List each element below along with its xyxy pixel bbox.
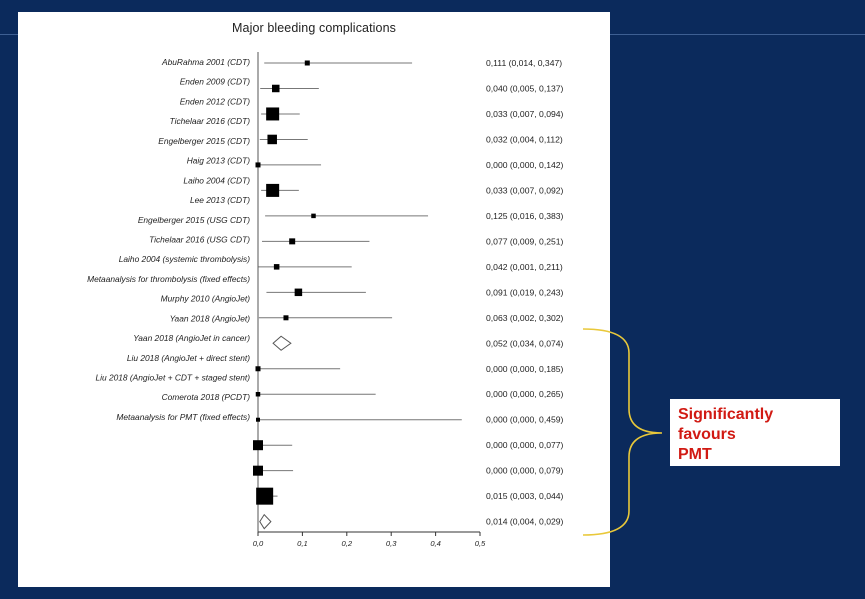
- x-tick-label: 0,1: [297, 539, 308, 548]
- study-label: Yaan 2018 (AngioJet in cancer): [133, 333, 250, 343]
- study-label: Yaan 2018 (AngioJet): [170, 313, 251, 323]
- study-label: Tichelaar 2016 (USG CDT): [149, 234, 250, 244]
- study-label: Lee 2013 (CDT): [190, 195, 250, 205]
- estimate-value-text: 0,014 (0,004, 0,029): [486, 517, 564, 527]
- estimate-value-text: 0,125 (0,016, 0,383): [486, 211, 564, 221]
- estimate-marker: [273, 264, 280, 270]
- x-tick-label: 0,4: [430, 539, 441, 548]
- study-label: Laiho 2004 (systemic thrombolysis): [119, 254, 250, 264]
- x-tick-label: 0,3: [386, 539, 397, 548]
- estimate-marker: [255, 391, 261, 397]
- estimate-value-text: 0,033 (0,007, 0,094): [486, 109, 564, 119]
- x-tick-label: 0,2: [342, 539, 353, 548]
- estimate-marker: [266, 107, 280, 121]
- estimate-marker: [256, 487, 274, 505]
- estimate-value-text: 0,000 (0,000, 0,185): [486, 364, 564, 374]
- study-label: Comerota 2018 (PCDT): [162, 392, 251, 402]
- estimate-marker: [294, 288, 303, 297]
- estimate-marker: [311, 213, 316, 219]
- estimate-value-text: 0,042 (0,001, 0,211): [486, 262, 563, 272]
- estimate-value-text: 0,000 (0,000, 0,079): [486, 466, 564, 476]
- estimate-marker: [267, 134, 277, 145]
- estimate-value-text: 0,000 (0,000, 0,459): [486, 415, 564, 425]
- callout-line-1: Significantly favours: [678, 406, 774, 443]
- estimate-marker: [289, 238, 296, 245]
- estimate-value-text: 0,052 (0,034, 0,074): [486, 338, 564, 348]
- estimate-value-text: 0,111 (0,014, 0,347): [486, 58, 562, 68]
- study-label: Engelberger 2015 (USG CDT): [138, 215, 250, 225]
- summary-diamond: [259, 513, 272, 530]
- estimate-marker: [304, 60, 310, 66]
- study-label: Engelberger 2015 (CDT): [158, 136, 250, 146]
- estimate-value-text: 0,032 (0,004, 0,112): [486, 134, 563, 144]
- estimate-marker: [272, 84, 280, 93]
- estimate-value-text: 0,033 (0,007, 0,092): [486, 185, 564, 195]
- study-label: Liu 2018 (AngioJet + direct stent): [127, 353, 250, 363]
- chart-title: Major bleeding complications: [232, 21, 396, 35]
- forest-plot-panel: Major bleeding complications 0,0 0,1 0,2 0,…: [18, 12, 610, 587]
- estimate-value-text: 0,063 (0,002, 0,302): [486, 313, 564, 323]
- estimate-value-text: 0,091 (0,019, 0,243): [486, 287, 564, 297]
- summary-diamond: [272, 335, 292, 351]
- study-label: Laiho 2004 (CDT): [183, 175, 250, 185]
- estimate-marker: [283, 315, 289, 321]
- study-label: Tichelaar 2016 (CDT): [170, 116, 251, 126]
- estimate-value-text: 0,015 (0,003, 0,044): [486, 491, 564, 501]
- favours-pmt-callout: Significantly favours PMT: [670, 399, 840, 466]
- x-tick-label: 0,5: [475, 539, 486, 548]
- estimate-value-text: 0,000 (0,000, 0,265): [486, 389, 564, 399]
- estimate-marker: [253, 440, 263, 451]
- estimate-value-text: 0,040 (0,005, 0,137): [486, 83, 564, 93]
- study-label: Liu 2018 (AngioJet + CDT + staged stent): [95, 373, 250, 383]
- estimate-marker: [255, 162, 261, 168]
- estimate-value-text: 0,000 (0,000, 0,142): [486, 160, 564, 170]
- estimate-marker: [266, 183, 280, 197]
- estimate-marker: [256, 417, 260, 422]
- estimate-marker: [255, 366, 261, 372]
- callout-line-2: PMT: [678, 446, 712, 463]
- study-label: Murphy 2010 (AngioJet): [161, 294, 251, 304]
- study-label: Metaanalysis for thrombolysis (fixed eff…: [87, 274, 250, 284]
- forest-plot: 0,0 0,1 0,2 0,3 0,4 0,5 AbuRahma 2001 (CDT) End…: [87, 52, 564, 548]
- x-tick-label: 0,0: [253, 539, 264, 548]
- study-label: Metaanalysis for PMT (fixed effects): [116, 412, 250, 422]
- study-label: Enden 2009 (CDT): [180, 77, 251, 87]
- estimate-value-text: 0,000 (0,000, 0,077): [486, 440, 564, 450]
- estimate-marker: [253, 465, 263, 476]
- study-label: Enden 2012 (CDT): [180, 96, 251, 106]
- study-label: AbuRahma 2001 (CDT): [161, 57, 250, 67]
- estimate-value-text: 0,077 (0,009, 0,251): [486, 236, 564, 246]
- study-label: Haig 2013 (CDT): [187, 156, 251, 166]
